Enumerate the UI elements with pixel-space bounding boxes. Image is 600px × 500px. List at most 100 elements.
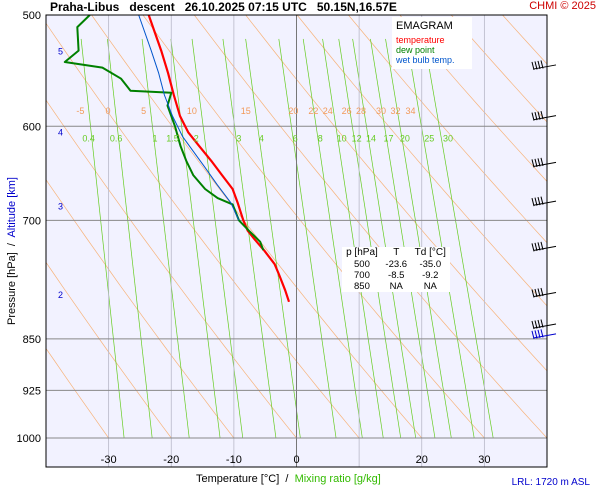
table-cell: 500: [354, 259, 370, 270]
wind-barb-feather: [534, 61, 538, 70]
x-axis-label: Temperature [°C] / Mixing ratio [g/kg]: [196, 473, 381, 485]
temperature-tick-label: 20: [416, 454, 428, 466]
table-cell: 700: [354, 270, 370, 281]
wind-barb-feather: [537, 319, 541, 329]
wind-barb-staff: [533, 161, 557, 167]
altitude-axis-label: Altitude [km]: [6, 177, 18, 238]
table-row: 850 NA NA: [342, 281, 450, 292]
table-header: T: [393, 247, 400, 258]
mixing-ratio-label: 4: [259, 133, 264, 143]
dry-adiabat-label: 10: [187, 106, 197, 116]
wind-barb-feather: [531, 159, 535, 168]
dry-adiabat-label: 22: [308, 106, 318, 116]
dry-adiabat-line: [91, 15, 423, 439]
dry-adiabat-label: 32: [390, 106, 400, 116]
wind-barb-feather: [540, 329, 544, 338]
sounding-mode: descent: [129, 0, 175, 14]
dry-adiabat-label: 28: [356, 106, 366, 116]
mixing-ratio-label: 1: [152, 133, 157, 143]
temperature-axis-label: Temperature [°C]: [196, 473, 280, 485]
dry-adiabat-label: 24: [323, 106, 333, 116]
wind-barb-feather: [531, 61, 535, 71]
station-coords: 50.15N,16.57E: [316, 0, 397, 14]
wind-barb-feather: [537, 288, 541, 297]
legend-item-temperature: temperature: [396, 35, 445, 45]
wind-barb: [531, 157, 557, 168]
wind-barb-feather: [537, 242, 541, 251]
mixing-ratio-line: [423, 38, 494, 439]
temperature-profile-line: [147, 15, 291, 303]
table-cell: 850: [354, 281, 370, 292]
y-axis-label: Pressure [hPa] / Altitude [km]: [6, 161, 18, 341]
wind-barb-feather: [534, 242, 538, 251]
mixing-ratio-label: 3: [236, 133, 241, 143]
wind-barb-feather: [534, 197, 538, 206]
dry-adiabat-label: 0: [105, 106, 110, 116]
dry-adiabat-line: [348, 15, 547, 244]
altitude-tick-label: 3: [58, 201, 63, 211]
mixing-ratio-line: [170, 38, 221, 439]
wind-barb-staff: [533, 200, 557, 206]
table-cell: -23.6: [385, 259, 408, 270]
wind-barb-feather: [537, 329, 541, 339]
table-cell: -9.2: [422, 270, 439, 281]
wind-barb-feather: [537, 111, 541, 120]
dry-adiabat-label: 15: [241, 106, 251, 116]
altitude-tick-label: 2: [58, 290, 63, 300]
wind-barb-feather: [540, 287, 544, 297]
table-row: 500 -23.6 -35.0: [342, 259, 450, 270]
altitude-tick-label: 5: [58, 47, 63, 57]
mixing-ratio-label: 30: [443, 133, 453, 143]
axis-label-separator: /: [285, 473, 289, 485]
table-cell: NA: [423, 281, 437, 292]
wind-barb: [531, 60, 557, 71]
plot-area: [46, 15, 547, 467]
sounding-datetime: 26.10.2025 07:15 UTC: [184, 0, 307, 14]
wind-barb-feather: [540, 60, 544, 69]
wind-barb-feather: [534, 330, 538, 339]
mixing-ratio-axis-label: Mixing ratio [g/kg]: [294, 473, 381, 485]
wind-barb-feather: [531, 320, 535, 330]
dry-adiabat-line: [46, 22, 360, 439]
temperature-tick-label: 30: [478, 454, 490, 466]
chart-legend: EMAGRAM temperature dew point wet bulb t…: [392, 17, 472, 69]
dry-adiabat-label: 34: [405, 106, 415, 116]
chart-header: Praha-Libus descent 26.10.2025 07:15 UTC…: [50, 0, 397, 14]
wind-barb-feather: [537, 158, 541, 167]
plot-frame: [45, 14, 548, 468]
wind-barb: [531, 110, 557, 121]
dry-adiabat-line: [399, 15, 547, 182]
dry-adiabat-label: 26: [342, 106, 352, 116]
wet-bulb-profile-line: [138, 15, 240, 221]
mixing-ratio-line: [385, 38, 452, 439]
table-cell: NA: [389, 281, 403, 292]
legend-item-wet-bulb: wet bulb temp.: [396, 55, 455, 65]
legend-title: EMAGRAM: [396, 20, 453, 32]
wind-barb: [531, 329, 557, 340]
mixing-ratio-line: [107, 38, 153, 439]
wind-barb-feather: [537, 196, 541, 206]
wind-barb-feather: [531, 243, 535, 252]
legend-item-dew-point: dew point: [396, 45, 435, 55]
wind-barb: [531, 196, 557, 207]
wind-barb-staff: [533, 245, 557, 251]
station-name: Praha-Libus: [50, 0, 120, 14]
mixing-ratio-line: [80, 38, 125, 439]
mixing-ratio-label: 25: [424, 133, 434, 143]
dry-adiabat-line: [46, 179, 235, 439]
mixing-ratio-label: 1.5: [166, 133, 179, 143]
wind-barb-feather: [534, 320, 538, 329]
mixing-ratio-label: 12: [352, 133, 362, 143]
mixing-ratio-line: [278, 38, 337, 439]
wind-barb-staff: [533, 323, 557, 329]
wind-barb-feather: [540, 157, 544, 166]
pressure-tick-label: 850: [23, 334, 41, 346]
dry-adiabat-line: [46, 261, 172, 439]
dry-adiabat-label: 30: [376, 106, 386, 116]
mixing-ratio-line: [141, 38, 190, 439]
mixing-ratio-label: 0.6: [110, 133, 123, 143]
wind-barb-feather: [531, 197, 535, 207]
mixing-ratio-line: [245, 38, 301, 439]
mixing-ratio-label: 10: [337, 133, 347, 143]
